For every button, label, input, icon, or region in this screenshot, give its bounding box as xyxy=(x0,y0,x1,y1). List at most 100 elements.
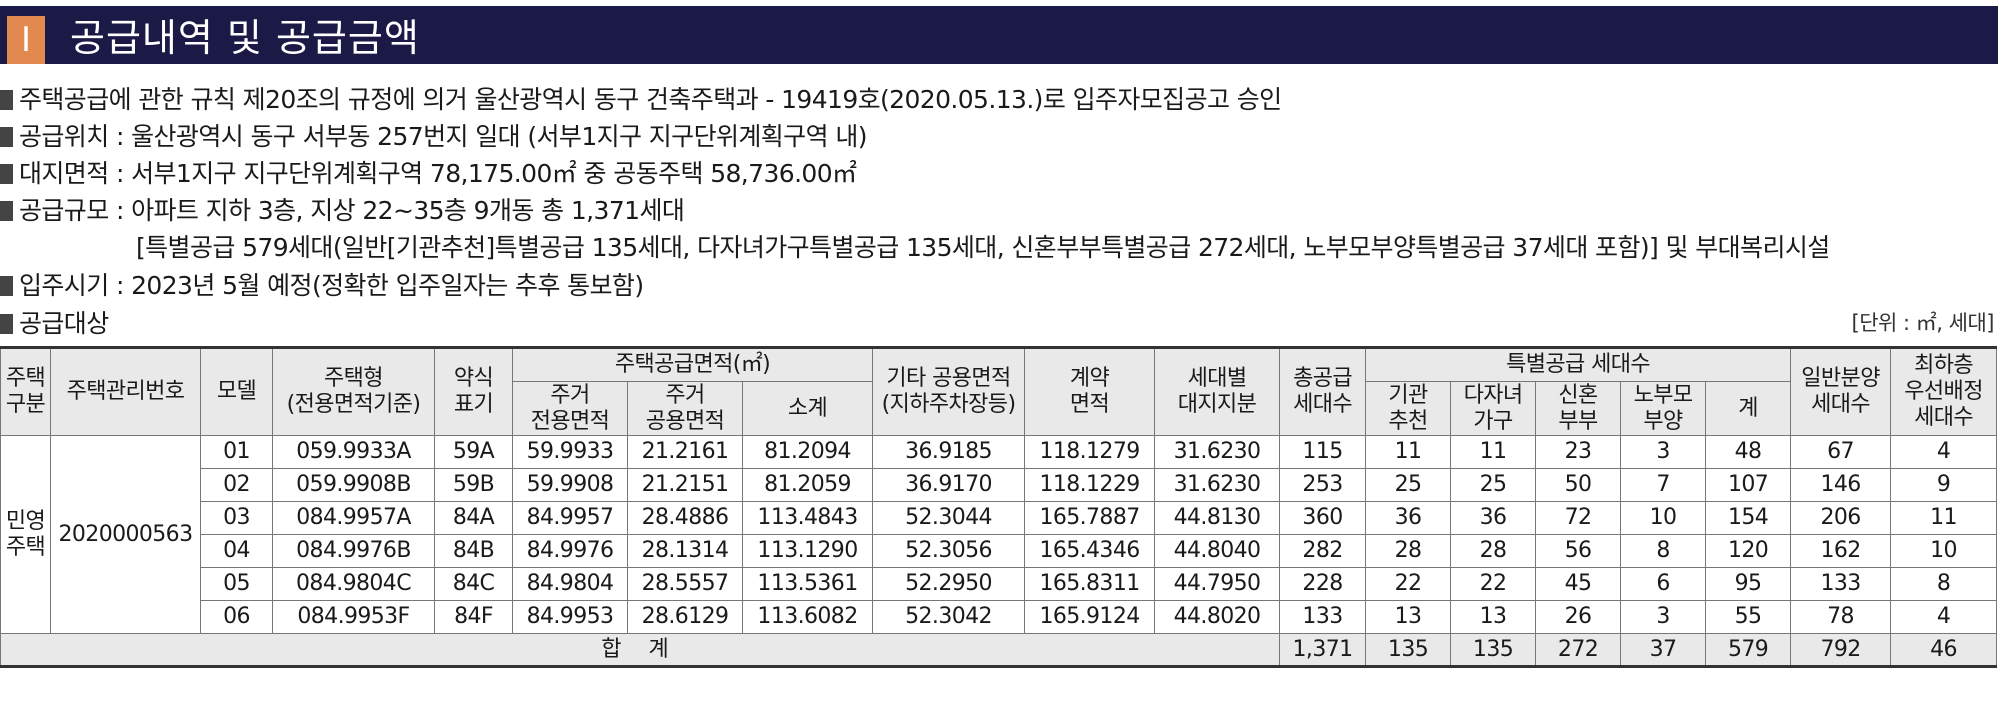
common-area-cell: 28.5557 xyxy=(627,567,743,601)
exclusive-area-cell: 84.9953 xyxy=(512,600,628,634)
info-move-in: 입주시기 : 2023년 5월 예정(정확한 입주일자는 추후 통보함) xyxy=(0,268,644,304)
subtotal-cell: 81.2094 xyxy=(741,435,874,469)
institution-cell: 28 xyxy=(1365,534,1452,568)
total-row: 합 계 1,371 135 135 272 37 579 792 46 xyxy=(0,633,1998,668)
land-share-cell: 31.6230 xyxy=(1154,468,1281,502)
house-type-cell: 084.9804C xyxy=(272,567,435,601)
header-supply-area-group: 주택공급면적(㎡) xyxy=(511,346,874,382)
land-share-cell: 44.8020 xyxy=(1154,600,1281,634)
header-abbr: 약식 표기 xyxy=(434,346,513,436)
special-sum-cell: 95 xyxy=(1705,567,1792,601)
special-sum-cell: 120 xyxy=(1705,534,1792,568)
other-area-cell: 52.3056 xyxy=(872,534,1026,568)
info-text: 공급대상 xyxy=(19,309,109,338)
special-sum-cell: 154 xyxy=(1705,501,1792,535)
bullet-square-icon xyxy=(0,127,13,147)
newlywed-cell: 56 xyxy=(1535,534,1622,568)
model-cell: 06 xyxy=(200,600,273,634)
multi-child-cell: 28 xyxy=(1450,534,1537,568)
lowest-floor-cell: 9 xyxy=(1890,468,1998,502)
info-text: [특별공급 579세대(일반[기관추천]특별공급 135세대, 다자녀가구특별공… xyxy=(136,233,1830,262)
newlywed-cell: 26 xyxy=(1535,600,1622,634)
multi-child-cell: 36 xyxy=(1450,501,1537,535)
lowest-floor-cell: 4 xyxy=(1890,600,1998,634)
lowest-floor-cell: 11 xyxy=(1890,501,1998,535)
elderly-parent-sum: 37 xyxy=(1620,633,1707,668)
newlywed-cell: 23 xyxy=(1535,435,1622,469)
exclusive-area-cell: 84.9804 xyxy=(512,567,628,601)
header-total-supply: 총공급 세대수 xyxy=(1279,346,1367,436)
newlywed-cell: 50 xyxy=(1535,468,1622,502)
subtotal-cell: 113.4843 xyxy=(741,501,874,535)
other-area-cell: 52.2950 xyxy=(872,567,1026,601)
total-supply-cell: 115 xyxy=(1279,435,1367,469)
house-type-cell: 084.9957A xyxy=(272,501,435,535)
general-cell: 162 xyxy=(1790,534,1892,568)
info-text: 입주시기 : 2023년 5월 예정(정확한 입주일자는 추후 통보함) xyxy=(19,271,644,300)
info-land-area: 대지면적 : 서부1지구 지구단위계획구역 78,175.00㎡ 중 공동주택 … xyxy=(0,156,857,192)
lowest-floor-cell: 4 xyxy=(1890,435,1998,469)
total-label: 합 계 xyxy=(0,633,1281,668)
header-other-area: 기타 공용면적 (지하주차장등) xyxy=(872,346,1026,436)
elderly-parent-cell: 10 xyxy=(1620,501,1707,535)
multi-child-cell: 13 xyxy=(1450,600,1537,634)
multi-child-cell: 11 xyxy=(1450,435,1537,469)
general-cell: 206 xyxy=(1790,501,1892,535)
header-special-group: 특별공급 세대수 xyxy=(1365,346,1792,382)
table-row: 02 059.9908B 59B 59.9908 21.2151 81.2059… xyxy=(1,468,1998,502)
table-row: 민영 주택 2020000563 01 059.9933A 59A 59.9933… xyxy=(0,435,1998,634)
exclusive-area-cell: 84.9976 xyxy=(512,534,628,568)
common-area-cell: 28.6129 xyxy=(627,600,743,634)
elderly-parent-cell: 3 xyxy=(1620,435,1707,469)
info-text: 대지면적 : 서부1지구 지구단위계획구역 78,175.00㎡ 중 공동주택 … xyxy=(19,159,857,188)
house-type-cell: 084.9953F xyxy=(272,600,435,634)
contract-area-cell: 165.9124 xyxy=(1024,600,1156,634)
exclusive-area-cell: 84.9957 xyxy=(512,501,628,535)
other-area-cell: 36.9185 xyxy=(872,435,1026,469)
special-sum-total: 579 xyxy=(1705,633,1792,668)
general-cell: 133 xyxy=(1790,567,1892,601)
elderly-parent-cell: 6 xyxy=(1620,567,1707,601)
exclusive-area-cell: 59.9933 xyxy=(512,435,628,469)
model-cell: 04 xyxy=(200,534,273,568)
section-header: I 공급내역 및 공급금액 xyxy=(0,6,1998,64)
abbr-cell: 84C xyxy=(434,567,513,601)
contract-area-cell: 165.8311 xyxy=(1024,567,1156,601)
multi-child-cell: 22 xyxy=(1450,567,1537,601)
header-newlywed: 신혼 부부 xyxy=(1535,381,1622,436)
header-house-type: 주택형 (전용면적기준) xyxy=(272,346,435,436)
table-row: 05 084.9804C 84C 84.9804 28.5557 113.536… xyxy=(1,567,1998,601)
table-row: 03 084.9957A 84A 84.9957 28.4886 113.484… xyxy=(1,501,1998,535)
header-special-sum: 계 xyxy=(1705,381,1792,436)
header-mgmt-no: 주택관리번호 xyxy=(50,346,201,436)
unit-note: [단위 : ㎡, 세대] xyxy=(1851,311,1995,335)
supply-table: 주택 구분 주택관리번호 모델 주택형 (전용면적기준) 약식 표기 주택공급면적(㎡… xyxy=(0,346,1998,668)
land-share-cell: 44.8130 xyxy=(1154,501,1281,535)
multi-child-cell: 25 xyxy=(1450,468,1537,502)
info-text: 공급규모 : 아파트 지하 3층, 지상 22~35층 9개동 총 1,371세… xyxy=(19,196,685,225)
elderly-parent-cell: 7 xyxy=(1620,468,1707,502)
institution-cell: 13 xyxy=(1365,600,1452,634)
header-general: 일반분양 세대수 xyxy=(1790,346,1892,436)
common-area-cell: 28.1314 xyxy=(627,534,743,568)
model-cell: 02 xyxy=(200,468,273,502)
type-cell: 민영 주택 xyxy=(0,435,51,634)
info-supply-target: 공급대상 xyxy=(0,306,109,342)
institution-sum: 135 xyxy=(1365,633,1452,668)
header-contract-area: 계약 면적 xyxy=(1024,346,1156,436)
subtotal-cell: 81.2059 xyxy=(741,468,874,502)
bullet-square-icon xyxy=(0,201,13,221)
header-model: 모델 xyxy=(200,346,273,436)
institution-cell: 25 xyxy=(1365,468,1452,502)
house-type-cell: 059.9908B xyxy=(272,468,435,502)
bullet-square-icon xyxy=(0,90,13,110)
abbr-cell: 59B xyxy=(434,468,513,502)
model-cell: 01 xyxy=(200,435,273,469)
contract-area-cell: 118.1229 xyxy=(1024,468,1156,502)
other-area-cell: 52.3042 xyxy=(872,600,1026,634)
total-supply-cell: 253 xyxy=(1279,468,1367,502)
header-type: 주택 구분 xyxy=(0,346,51,436)
section-title: 공급내역 및 공급금액 xyxy=(70,16,420,60)
header-land-share: 세대별 대지지분 xyxy=(1154,346,1281,436)
section-number-badge: I xyxy=(7,16,45,64)
